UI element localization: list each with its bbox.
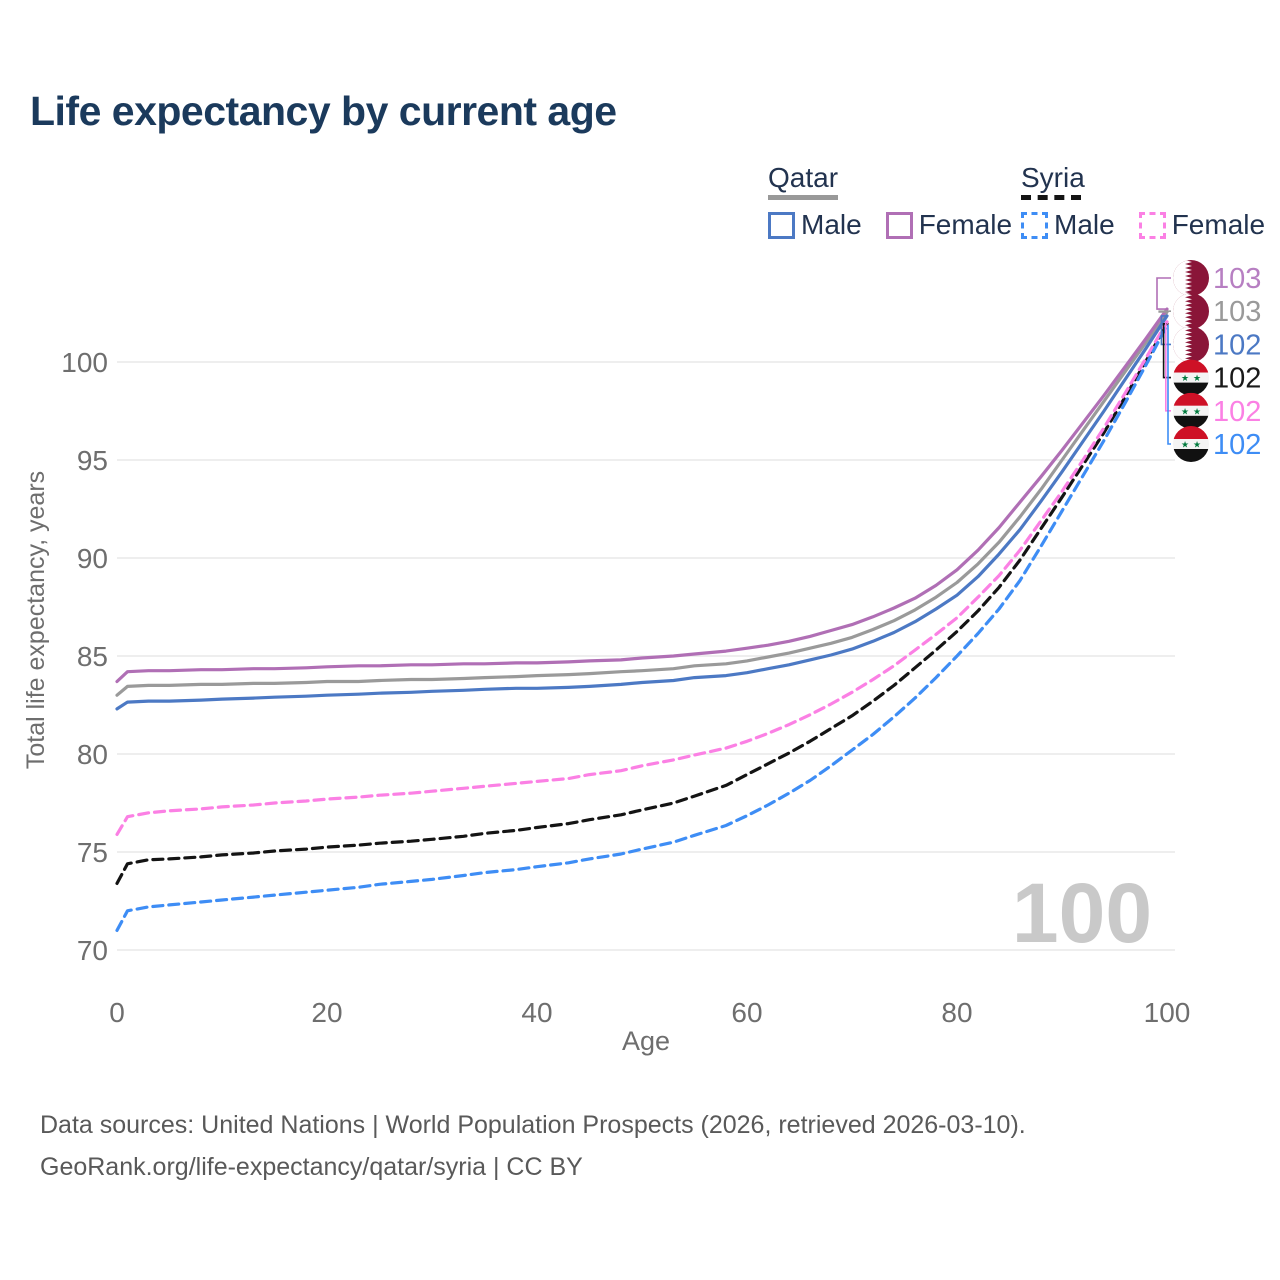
x-tick-80: 80 <box>941 997 972 1028</box>
y-tick-75: 75 <box>77 837 108 868</box>
legend-item-qatar-male[interactable]: Male <box>768 209 862 241</box>
syria-male-swatch-icon <box>1021 211 1048 239</box>
y-tick-85: 85 <box>77 641 108 672</box>
x-tick-100: 100 <box>1144 997 1191 1028</box>
y-tick-90: 90 <box>77 543 108 574</box>
page-title: Life expectancy by current age <box>30 88 617 134</box>
end-label-value: 102 <box>1213 329 1261 361</box>
legend-label: Female <box>1171 209 1266 240</box>
legend-item-qatar-female[interactable]: Female <box>885 209 1013 241</box>
qatar-female-swatch-icon <box>885 211 913 239</box>
series-line-qatar-female <box>115 307 1169 684</box>
x-tick-20: 20 <box>311 997 342 1028</box>
footer: Data sources: United Nations | World Pop… <box>40 1104 1026 1188</box>
footer-sources-line: Data sources: United Nations | World Pop… <box>40 1111 1026 1139</box>
x-tick-0: 0 <box>109 997 125 1028</box>
legend-label: Female <box>918 209 1013 240</box>
syria-female-swatch-icon <box>1138 211 1166 239</box>
end-label-value: 103 <box>1213 263 1261 295</box>
qatar-male-swatch-icon <box>768 211 795 239</box>
watermark: 100 <box>1012 866 1152 960</box>
legend-country-qatar: Qatar <box>768 163 1012 200</box>
legend-label: Male <box>1054 209 1115 240</box>
series-line-syria-male <box>115 324 1169 932</box>
legend-label: Male <box>801 209 862 240</box>
syria-average-line-swatch <box>1021 195 1081 200</box>
syria-flag-icon <box>1173 360 1209 396</box>
legend-item-syria-female[interactable]: Female <box>1138 209 1266 241</box>
syria-flag-icon <box>1173 393 1209 429</box>
y-tick-80: 80 <box>77 739 108 770</box>
x-axis-title: Age <box>622 1026 670 1056</box>
series-line-syria-female <box>115 320 1169 836</box>
legend-country-syria: Syria <box>1021 163 1265 200</box>
y-tick-70: 70 <box>77 935 108 966</box>
qatar-flag-icon <box>1173 260 1209 296</box>
end-label-value: 103 <box>1213 296 1261 328</box>
series-line-qatar-male <box>115 314 1169 711</box>
legend-country-label: Syria <box>1021 162 1085 193</box>
qatar-flag-icon <box>1173 293 1209 329</box>
legend-group-syria: Syria Male Female <box>1021 163 1265 241</box>
footer-attribution-line: GeoRank.org/life-expectancy/qatar/syria … <box>40 1153 583 1181</box>
legend-country-label: Qatar <box>768 162 839 193</box>
end-label-value: 102 <box>1213 363 1261 395</box>
x-tick-40: 40 <box>521 997 552 1028</box>
legend-group-qatar: Qatar Male Female <box>768 163 1012 241</box>
end-label-leader-line <box>1156 277 1171 310</box>
qatar-flag-icon <box>1173 326 1209 362</box>
series-line-syria-both-sexes <box>115 322 1169 885</box>
watermark-age-value: 100 <box>1012 866 1152 960</box>
series-lines <box>115 307 1169 932</box>
series-line-qatar-both-sexes <box>115 310 1169 697</box>
end-label-leader-line <box>1158 310 1171 313</box>
end-label-leader-line <box>1167 324 1171 445</box>
y-tick-95: 95 <box>77 445 108 476</box>
x-tick-60: 60 <box>731 997 762 1028</box>
gridlines <box>117 361 1175 951</box>
end-label-value: 102 <box>1213 396 1261 428</box>
axis-labels: 70 75 80 85 90 95 100 0 20 40 60 80 100 Age Total life… <box>22 347 1190 1056</box>
qatar-average-line-swatch <box>768 195 838 200</box>
y-tick-100: 100 <box>61 347 108 378</box>
y-axis-title: Total life expectancy, years <box>22 471 50 769</box>
syria-flag-icon <box>1173 426 1209 462</box>
end-label-value: 102 <box>1213 429 1261 461</box>
legend-item-syria-male[interactable]: Male <box>1021 209 1115 241</box>
